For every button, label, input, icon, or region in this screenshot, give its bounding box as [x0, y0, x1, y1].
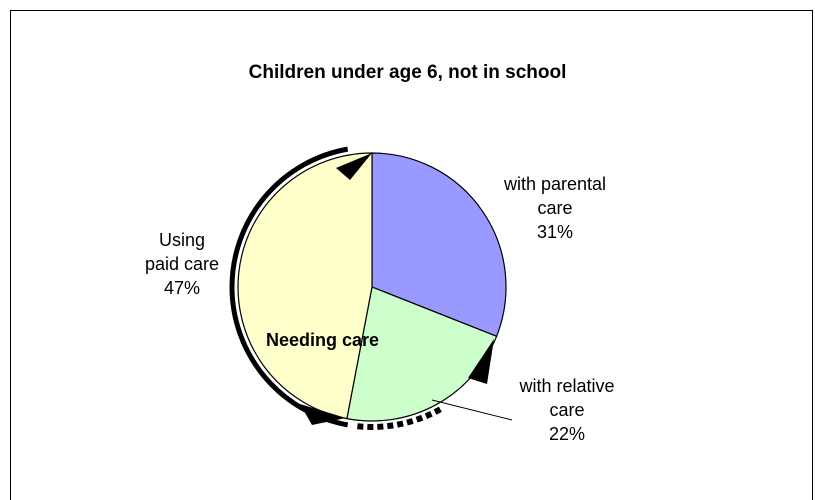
outer-arc-dashed [357, 405, 444, 430]
slice-label-relative-line2: care [549, 400, 585, 420]
needing-care-annotation: Needing care [266, 330, 380, 350]
slice-label-relative-line1: with relative [519, 376, 615, 396]
arrowhead-right-icon [468, 339, 494, 384]
pie-slice-paid [237, 152, 373, 420]
slice-label-paid-line1: Using [158, 230, 206, 250]
chart-title: Children under age 6, not in school [248, 62, 567, 83]
slice-label-parental-line1: with parental [503, 174, 607, 194]
arrowhead-top-icon [336, 153, 372, 180]
pie-slice-parental [371, 152, 507, 338]
slice-label-relative: with relative care 22% [497, 374, 637, 446]
chart-frame [10, 10, 813, 500]
relative-leader-line [431, 399, 513, 421]
slice-label-parental-pct: 31% [536, 222, 574, 242]
slice-label-parental-line2: care [537, 198, 573, 218]
slice-label-paid-pct: 47% [163, 278, 201, 298]
slice-label-paid: Using paid care 47% [128, 228, 236, 300]
slice-label-parental: with parental care 31% [480, 172, 630, 244]
slice-label-paid-line2: paid care [144, 254, 220, 274]
slice-label-relative-pct: 22% [548, 424, 586, 444]
arrowhead-bottom-icon [300, 404, 346, 425]
outer-arc-solid [229, 146, 349, 428]
